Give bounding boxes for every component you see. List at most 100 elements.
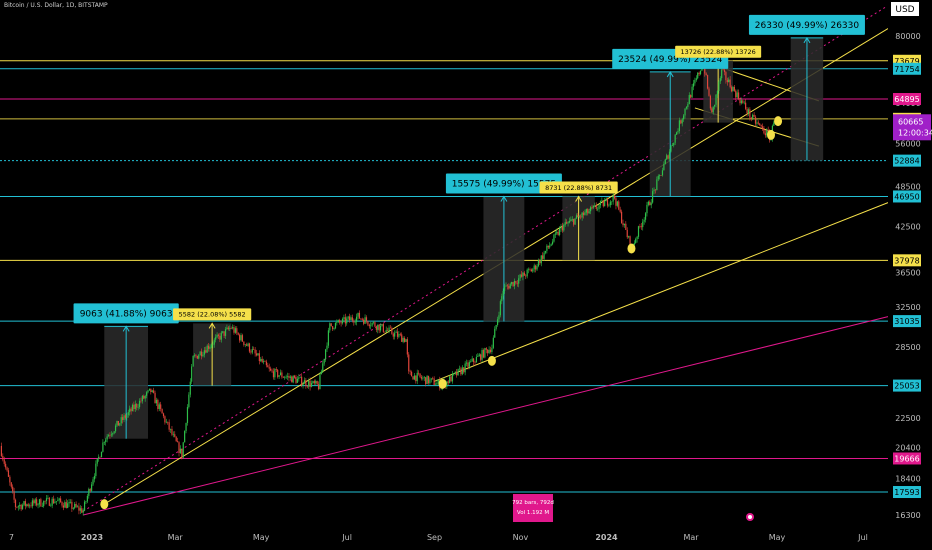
level-price-tag	[893, 190, 921, 203]
candle-body	[264, 361, 266, 362]
candle-body	[370, 325, 372, 327]
candle-body	[76, 506, 79, 508]
candle-body	[320, 371, 322, 375]
candle-body	[40, 499, 42, 507]
candle-body	[690, 95, 692, 98]
candle-body	[292, 375, 294, 383]
level-price-label: 37978	[894, 256, 919, 265]
candle-body	[589, 207, 592, 212]
candle-body	[729, 79, 731, 88]
candle-body	[567, 222, 569, 224]
candle-body	[498, 315, 500, 320]
candle-body	[151, 390, 153, 393]
candle-body	[236, 328, 238, 333]
candle-body	[730, 87, 733, 92]
candle-body	[48, 497, 50, 506]
candle-body	[360, 318, 362, 320]
candle-body	[461, 367, 463, 375]
candle-body	[95, 463, 97, 477]
y-tick-label: 42500	[895, 222, 920, 231]
candle-body	[525, 275, 527, 277]
candle-body	[456, 371, 458, 376]
candle-body	[155, 399, 158, 404]
candle-body	[65, 502, 67, 509]
candle-body	[659, 175, 661, 176]
candle-body	[319, 374, 321, 390]
candle-body	[475, 356, 478, 363]
candle-body	[639, 226, 641, 227]
candle-body	[732, 86, 734, 92]
candle-body	[722, 69, 724, 70]
candle-body	[542, 255, 544, 259]
candle-body	[687, 104, 689, 108]
candle-body	[599, 201, 602, 206]
candle-body	[167, 421, 169, 423]
candle-body	[385, 329, 387, 333]
candle-body	[181, 448, 183, 458]
candle-body	[251, 349, 253, 353]
candle-body	[753, 114, 755, 117]
candle-body	[396, 331, 399, 337]
candle-body	[136, 403, 138, 408]
y-tick-label: 48500	[895, 183, 920, 192]
candle-body	[182, 442, 184, 458]
candle-body	[133, 404, 135, 410]
candle-body	[141, 395, 143, 402]
candle-body	[647, 201, 649, 205]
candle-body	[17, 506, 19, 508]
candle-body	[616, 201, 618, 206]
candle-body	[746, 108, 748, 114]
candle-body	[301, 376, 303, 386]
candle-body	[733, 86, 735, 91]
candle-body	[191, 366, 193, 382]
y-tick-label: 28500	[895, 343, 920, 352]
candle-body	[69, 501, 72, 503]
candle-body	[37, 504, 39, 506]
candle-body	[560, 225, 562, 229]
candle-body	[72, 507, 74, 509]
candle-body	[79, 508, 81, 511]
currency-box	[891, 2, 919, 16]
candle-body	[126, 415, 128, 418]
candle-body	[102, 442, 104, 452]
candle-body	[451, 373, 454, 382]
candle-body	[337, 320, 339, 322]
level-price-label: 46950	[894, 192, 919, 201]
candle-body	[495, 324, 497, 329]
y-tick-label: 16300	[895, 511, 920, 520]
candle-body	[215, 337, 217, 340]
candle-body	[231, 327, 234, 329]
candle-body	[535, 265, 537, 270]
candle-body	[491, 347, 493, 353]
candle-body	[653, 189, 655, 192]
candle-body	[571, 219, 573, 220]
candle-body	[31, 500, 34, 507]
candle-body	[570, 219, 572, 221]
candle-body	[343, 317, 345, 319]
candle-body	[470, 361, 472, 363]
candle-body	[544, 250, 547, 253]
measure-arrow-head	[208, 322, 216, 329]
level-price-label: 52884	[894, 157, 919, 166]
candle-body	[622, 222, 624, 226]
candle-body	[670, 145, 672, 152]
candle-body	[316, 381, 318, 385]
candle-body	[585, 208, 587, 213]
candle-body	[150, 388, 152, 393]
candle-body	[329, 323, 331, 331]
candle-body	[306, 385, 308, 387]
candle-body	[62, 505, 65, 508]
candle-body	[227, 327, 229, 330]
candle-body	[773, 122, 775, 126]
x-tick-label: Jul	[341, 533, 352, 542]
candle-body	[680, 120, 682, 124]
candle-body	[433, 378, 435, 386]
candle-body	[684, 108, 686, 116]
candle-body	[58, 498, 60, 501]
measure-label: 23524 (49.99%) 23524	[618, 55, 723, 65]
candle-body	[691, 86, 693, 98]
candle-body	[260, 358, 262, 362]
candle-body	[602, 200, 604, 207]
x-tick-label: Sep	[427, 533, 442, 542]
